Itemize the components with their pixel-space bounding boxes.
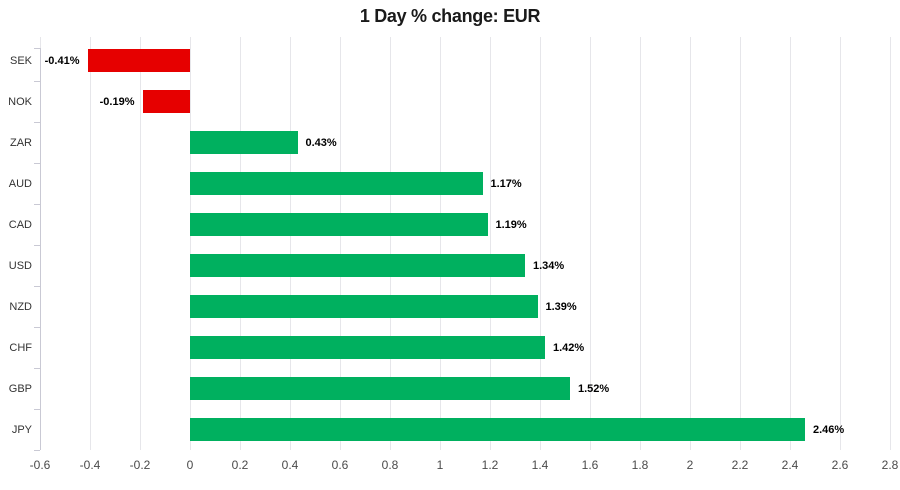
y-axis-tick [34, 122, 40, 123]
x-axis-tick-label: 0.4 [281, 458, 299, 472]
gridline [339, 37, 341, 450]
x-axis-tick-label: 2.8 [881, 458, 899, 472]
x-axis-tick-label: -0.4 [79, 458, 101, 472]
gridline [789, 37, 791, 450]
category-label-cad: CAD [8, 218, 32, 231]
value-label-gbp: 1.52% [578, 382, 610, 395]
gridline [589, 37, 591, 450]
y-axis-tick [34, 409, 40, 410]
gridline [289, 37, 291, 450]
y-axis-tick [34, 327, 40, 328]
y-axis-tick [34, 245, 40, 246]
gridline [539, 37, 541, 450]
gridline [839, 37, 841, 450]
value-label-chf: 1.42% [553, 341, 585, 354]
value-label-cad: 1.19% [495, 218, 527, 231]
bar-cad [190, 213, 488, 236]
value-label-nok: -0.19% [99, 95, 135, 108]
value-label-zar: 0.43% [305, 136, 337, 149]
value-label-nzd: 1.39% [545, 300, 577, 313]
value-label-sek: -0.41% [44, 54, 80, 67]
gridline [89, 37, 91, 450]
value-label-aud: 1.17% [490, 177, 522, 190]
gridline [739, 37, 741, 450]
value-label-jpy: 2.46% [813, 423, 845, 436]
gridline [189, 37, 191, 450]
bar-nzd [190, 295, 538, 318]
category-label-nzd: NZD [9, 300, 32, 313]
y-axis-tick [34, 163, 40, 164]
gridline [139, 37, 141, 450]
bar-chf [190, 336, 545, 359]
y-axis-tick [34, 368, 40, 369]
gridline [389, 37, 391, 450]
x-axis-tick-label: 1.2 [481, 458, 499, 472]
x-axis-tick-label: 1.6 [581, 458, 599, 472]
y-axis-tick [34, 48, 40, 49]
x-axis-tick-label: 2.6 [831, 458, 849, 472]
gridline [489, 37, 491, 450]
bar-sek [87, 49, 190, 72]
category-label-nok: NOK [8, 95, 32, 108]
y-axis-line [39, 48, 41, 450]
y-axis-tick [34, 81, 40, 82]
x-axis-tick-label: 1 [436, 458, 444, 472]
x-axis-tick-label: 0.8 [381, 458, 399, 472]
x-axis-tick-label: 0.2 [231, 458, 249, 472]
bar-usd [190, 254, 525, 277]
bar-zar [190, 131, 298, 154]
y-axis-tick [34, 204, 40, 205]
bar-aud [190, 172, 483, 195]
x-axis-tick-label: 0 [186, 458, 194, 472]
gridline [239, 37, 241, 450]
x-axis-tick-label: -0.6 [29, 458, 51, 472]
x-axis-tick-label: 1.4 [531, 458, 549, 472]
category-label-usd: USD [8, 259, 32, 272]
x-axis-tick-label: 0.6 [331, 458, 349, 472]
x-axis-tick-label: 2 [686, 458, 694, 472]
x-axis-tick-label: -0.2 [129, 458, 151, 472]
chart-title: 1 Day % change: EUR [359, 6, 541, 26]
x-axis-tick-label: 1.8 [631, 458, 649, 472]
gridline [439, 37, 441, 450]
x-axis-tick-label: 2.2 [731, 458, 749, 472]
gridline [639, 37, 641, 450]
category-label-zar: ZAR [10, 136, 32, 149]
gridline [889, 37, 891, 450]
category-label-jpy: JPY [11, 423, 32, 436]
bar-nok [142, 90, 190, 113]
value-label-usd: 1.34% [533, 259, 565, 272]
x-axis-tick-label: 2.4 [781, 458, 799, 472]
category-label-chf: CHF [9, 341, 32, 354]
gridline [689, 37, 691, 450]
category-label-gbp: GBP [8, 382, 32, 395]
bar-gbp [190, 377, 570, 400]
y-axis-tick [34, 450, 40, 451]
category-label-aud: AUD [8, 177, 32, 190]
category-label-sek: SEK [9, 54, 32, 67]
bar-jpy [190, 418, 805, 441]
y-axis-tick [34, 286, 40, 287]
